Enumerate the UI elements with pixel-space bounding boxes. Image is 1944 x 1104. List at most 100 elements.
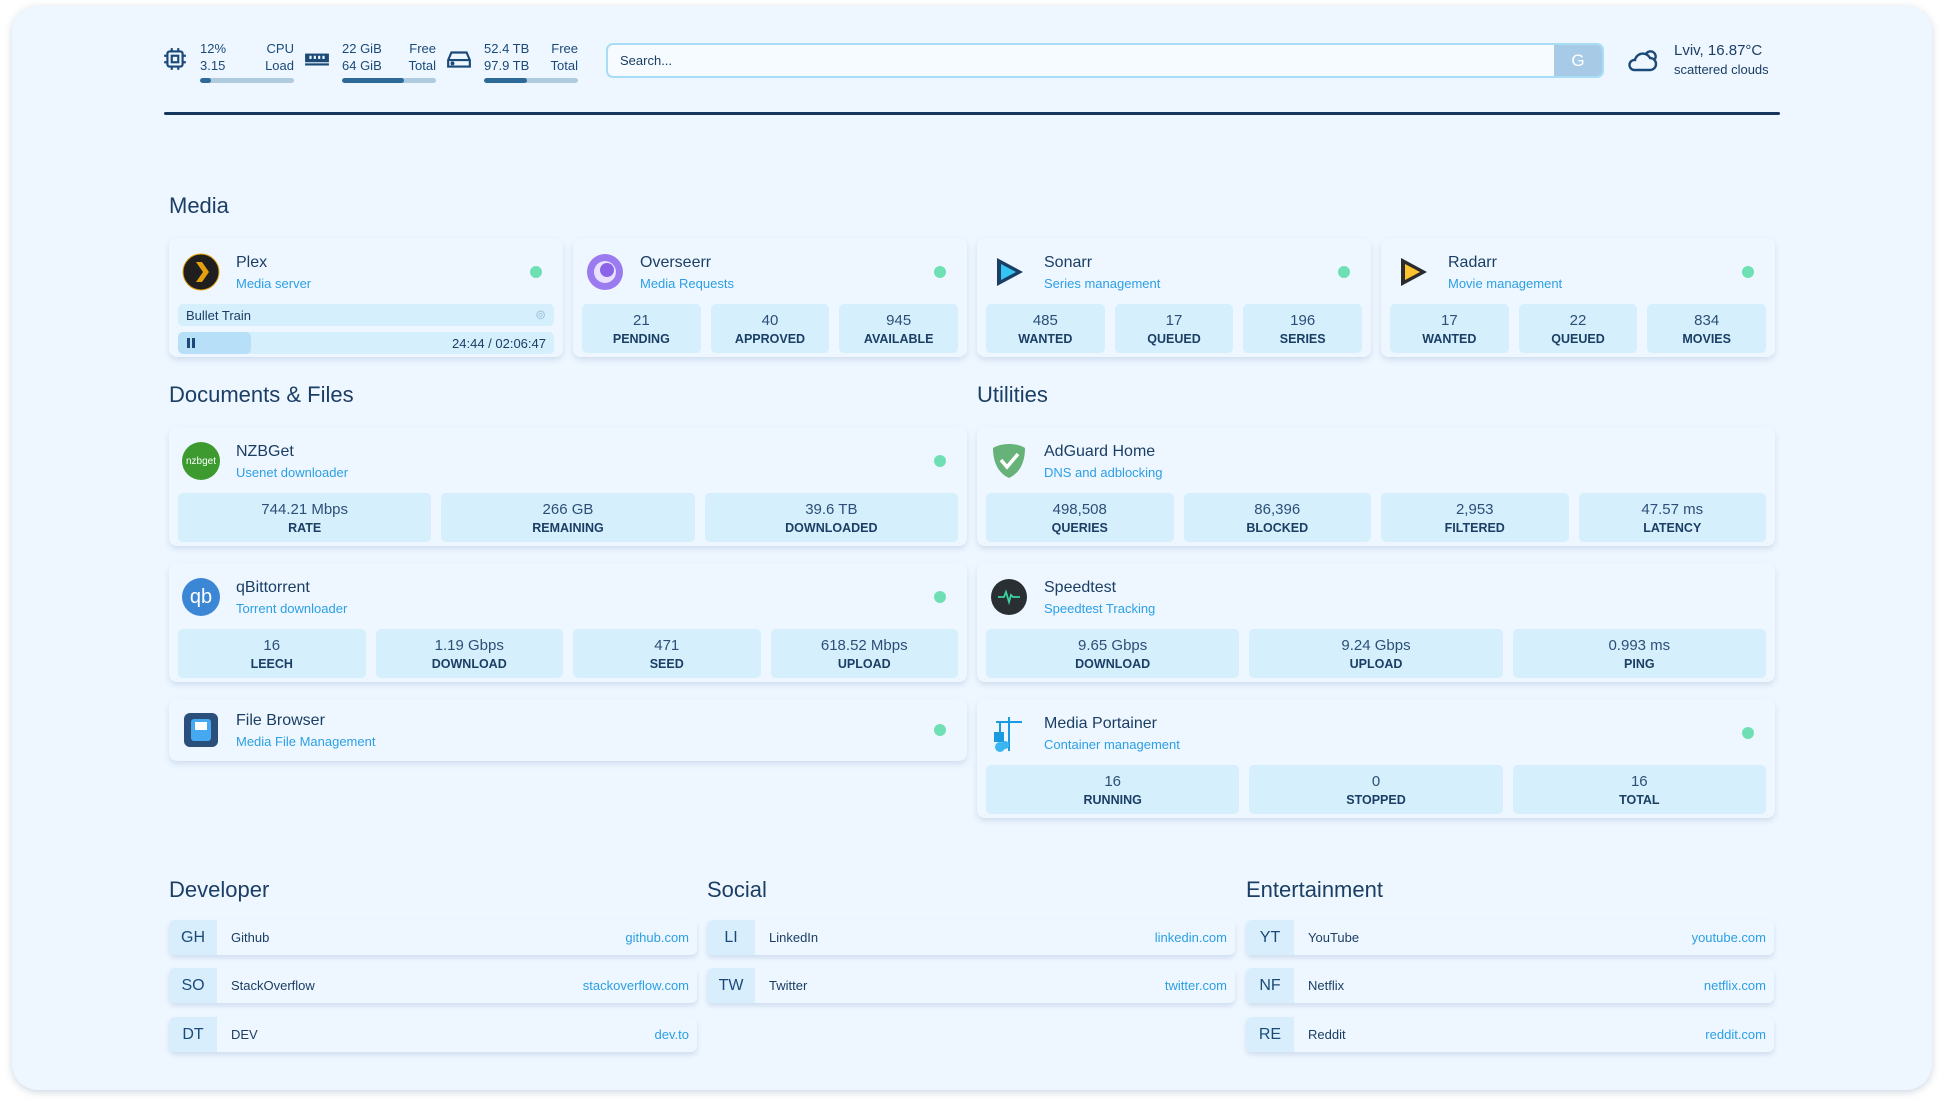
adguard-card[interactable]: AdGuard Home DNS and adblocking 498,508 QU… [977, 427, 1775, 546]
status-dot [1338, 266, 1350, 278]
stat-label: QUEUED [1551, 332, 1605, 346]
portainer-subtitle: Container management [1044, 736, 1180, 752]
stat-label: DOWNLOAD [431, 657, 507, 671]
pause-icon[interactable] [187, 338, 195, 348]
stat-queries: 498,508 QUERIES [986, 493, 1174, 542]
cpu-icon [164, 48, 186, 70]
bookmark-name: DEV [231, 1027, 258, 1042]
memory-icon [305, 53, 329, 66]
plex-name: Plex [236, 253, 268, 271]
search-provider-button[interactable]: G [1554, 45, 1602, 76]
overseerr-stats: 21 PENDING 40 APPROVED 945 AVAILABLE [582, 304, 959, 353]
portainer-stats: 16 RUNNING 0 STOPPED 16 TOTAL [986, 765, 1766, 814]
stat-label: AVAILABLE [863, 332, 934, 346]
stat-label: TOTAL [1619, 793, 1660, 807]
stat-filtered: 2,953 FILTERED [1381, 493, 1569, 542]
bookmark-url[interactable]: twitter.com [1164, 978, 1227, 993]
cpu-bar [200, 78, 294, 83]
bookmark-twitter[interactable]: TW Twitter twitter.com [707, 968, 1235, 1003]
bookmark-name: StackOverflow [231, 978, 315, 993]
hard-drive-icon [447, 51, 471, 68]
sonarr-card[interactable]: Sonarr Series management 485 WANTED 17 QUEUE… [977, 238, 1371, 357]
section-title-entertainment: Entertainment [1246, 877, 1383, 902]
playback-progress[interactable]: 24:44 / 02:06:47 [178, 332, 554, 354]
bookmark-reddit[interactable]: RE Reddit reddit.com [1246, 1017, 1774, 1052]
disk-widget: 52.4 TB 97.9 TB Free Total [446, 40, 578, 83]
page-frame [12, 6, 1932, 1090]
bookmark-stackoverflow[interactable]: SO StackOverflow stackoverflow.com [169, 968, 697, 1003]
portainer-card[interactable]: Media Portainer Container management 16 RU… [977, 699, 1775, 818]
stat-label: RATE [288, 521, 322, 535]
ram-free-label: Free [409, 41, 436, 56]
cpu-load: 3.15 [200, 58, 226, 73]
now-playing: Bullet Train ⊚ [178, 304, 554, 326]
qbittorrent-card[interactable]: qb qBittorrent Torrent downloader 16 LEECH… [169, 563, 967, 682]
stat-approved: 40 APPROVED [710, 304, 830, 353]
bookmark-netflix[interactable]: NF Netflix netflix.com [1246, 968, 1774, 1003]
stat-value: 1.19 Gbps [434, 637, 504, 654]
radarr-subtitle: Movie management [1448, 275, 1563, 291]
portainer-logo-icon [994, 717, 1022, 752]
bookmark-url[interactable]: linkedin.com [1154, 930, 1227, 945]
bookmark-url[interactable]: netflix.com [1703, 978, 1766, 993]
bookmark-linkedin[interactable]: LI LinkedIn linkedin.com [707, 920, 1235, 955]
stat-wanted: 485 WANTED [986, 304, 1105, 353]
stat-label: QUERIES [1051, 521, 1108, 535]
plex-subtitle: Media server [236, 275, 312, 291]
section-title-docs: Documents & Files [169, 382, 354, 407]
stat-label: SERIES [1279, 332, 1326, 346]
disk-total-label: Total [550, 58, 578, 73]
adguard-name: AdGuard Home [1044, 442, 1156, 460]
stat-label: REMAINING [532, 521, 604, 535]
overseerr-subtitle: Media Requests [640, 275, 734, 291]
stat-value: 40 [761, 312, 779, 329]
bookmark-url[interactable]: dev.to [654, 1027, 689, 1042]
bookmark-url[interactable]: reddit.com [1705, 1027, 1766, 1042]
radarr-card[interactable]: Radarr Movie management 17 WANTED 22 QUEUED 8… [1381, 238, 1775, 357]
load-label: Load [265, 58, 294, 73]
stat-label: DOWNLOADED [785, 521, 878, 535]
plex-card[interactable]: Plex Media server Bullet Train ⊚ 24:44 / 0… [169, 238, 563, 357]
ram-bar [342, 78, 436, 83]
stat-label: WANTED [1422, 332, 1477, 346]
ram-total: 64 GiB [342, 58, 382, 73]
bookmark-url[interactable]: stackoverflow.com [582, 978, 689, 993]
bookmark-url[interactable]: youtube.com [1691, 930, 1766, 945]
radarr-name: Radarr [1448, 253, 1497, 271]
stat-value: 9.65 Gbps [1078, 637, 1148, 654]
stat-value: 17 [1440, 312, 1458, 329]
bookmark-name: LinkedIn [769, 930, 819, 945]
nzbget-card[interactable]: nzbget NZBGet Usenet downloader 744.21 Mb… [169, 427, 967, 546]
radarr-logo-icon [1401, 258, 1427, 286]
stat-label: SEED [649, 657, 684, 671]
stat-value: 16 [1630, 773, 1648, 790]
bookmark-abbr: SO [169, 968, 217, 1003]
bookmark-github[interactable]: GH Github github.com [169, 920, 697, 955]
stat-running: 16 RUNNING [986, 765, 1240, 814]
overseerr-card[interactable]: Overseerr Media Requests 21 PENDING 40 APPRO… [573, 238, 967, 357]
bookmark-abbr: LI [707, 920, 755, 955]
stat-value: 0.993 ms [1608, 637, 1671, 654]
stat-seed: 471 SEED [573, 629, 761, 678]
speedtest-card[interactable]: Speedtest Speedtest Tracking 9.65 Gbps DOW… [977, 563, 1775, 682]
stat-label: DOWNLOAD [1075, 657, 1151, 671]
bookmark-url[interactable]: github.com [625, 930, 689, 945]
stat-label: UPLOAD [1349, 657, 1403, 671]
stat-value: 945 [886, 312, 912, 329]
filebrowser-subtitle: Media File Management [236, 733, 376, 749]
status-dot [1742, 727, 1754, 739]
bookmark-abbr: RE [1246, 1017, 1294, 1052]
bookmark-dev[interactable]: DT DEV dev.to [169, 1017, 697, 1052]
radarr-stats: 17 WANTED 22 QUEUED 834 MOVIES [1390, 304, 1767, 353]
filebrowser-name: File Browser [236, 711, 325, 729]
search-input[interactable] [608, 53, 1554, 68]
stat-value: 21 [632, 312, 650, 329]
bookmark-name: Netflix [1308, 978, 1345, 993]
nzbget-subtitle: Usenet downloader [236, 464, 349, 480]
filebrowser-card[interactable]: File Browser Media File Management [169, 699, 967, 761]
cpu-widget: 12% 3.15 CPU Load [162, 40, 294, 83]
ram-total-label: Total [408, 58, 436, 73]
bookmark-youtube[interactable]: YT YouTube youtube.com [1246, 920, 1774, 955]
speedtest-logo-icon [991, 579, 1027, 615]
stat-value: 834 [1694, 312, 1720, 329]
